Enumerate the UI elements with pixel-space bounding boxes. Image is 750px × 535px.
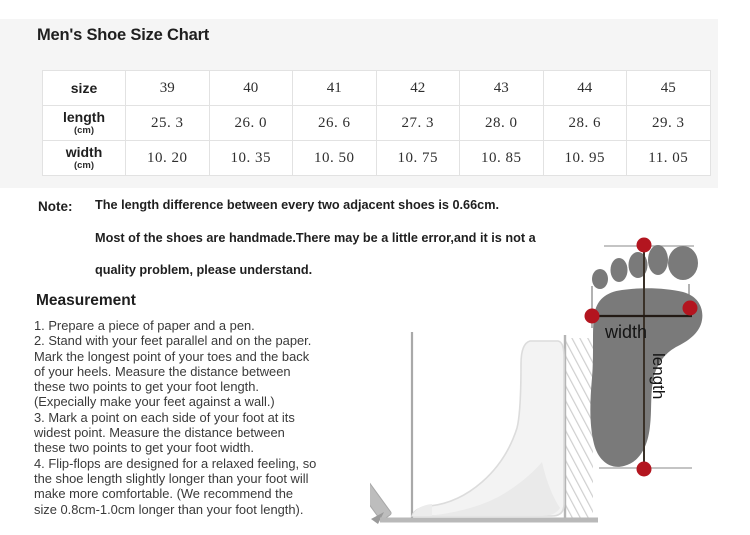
step-line: size 0.8cm-1.0cm longer than your foot l…: [34, 501, 304, 517]
table-cell-size-41: 41: [292, 70, 377, 106]
measurement-heading: Measurement: [36, 292, 136, 309]
step-line: these two points to get your foot width.: [34, 440, 254, 456]
step-line: (Expecially make your feet against a wal…: [34, 394, 275, 410]
step-line: widest point. Measure the distance betwe…: [34, 425, 285, 441]
row-header-size-label: size: [70, 79, 98, 96]
step-line: 1. Prepare a piece of paper and a pen.: [34, 318, 255, 333]
table-cell-width-39: 10. 20: [125, 140, 210, 176]
table-cell-length-41: 26. 6: [292, 105, 377, 141]
toe-5: [592, 269, 608, 289]
cell-text: 43: [493, 80, 509, 96]
row-header-length-unit: (cm): [73, 124, 95, 136]
table-row-length: length (cm) 25. 3 26. 0 26. 6 27. 3 28. …: [42, 105, 711, 141]
table-cell-width-44: 10. 95: [542, 140, 627, 176]
cell-text: 45: [660, 80, 676, 96]
step-line: 3. Mark a point on each side of your foo…: [34, 409, 295, 425]
size-chart-table: size 39 40 41 42 43 44 45 length (cm) 25…: [42, 70, 711, 176]
note-label: Note:: [38, 199, 73, 214]
marker-heel: [636, 461, 652, 477]
table-cell-length-44: 28. 6: [542, 105, 627, 141]
pencil-icon: [370, 475, 392, 524]
step-line: these two points to get your foot length…: [34, 379, 260, 395]
note-text: The length difference between every two …: [95, 199, 655, 297]
marker-toe: [636, 237, 652, 253]
cell-text: 26. 6: [318, 115, 351, 131]
foot-sole-illustration: width length: [584, 237, 703, 477]
row-header-width: width (cm): [42, 140, 126, 176]
table-cell-width-45: 11. 05: [626, 140, 711, 176]
page-title: Men's Shoe Size Chart: [37, 26, 210, 44]
table-cell-size-43: 43: [459, 70, 544, 106]
table-cell-length-40: 26. 0: [208, 105, 293, 141]
cell-text: 25. 3: [151, 115, 184, 131]
cell-text: 26. 0: [234, 115, 267, 131]
table-cell-size-40: 40: [208, 70, 293, 106]
table-cell-width-42: 10. 75: [375, 140, 460, 176]
table-cell-width-41: 10. 50: [292, 140, 377, 176]
row-header-width-label: width: [65, 143, 103, 160]
marker-width-left: [584, 308, 600, 324]
step-line: of your heels. Measure the distance betw…: [34, 363, 291, 379]
cell-text: 10. 85: [481, 150, 522, 166]
table-cell-length-39: 25. 3: [125, 105, 210, 141]
measurement-diagram: Foot length: [370, 228, 750, 535]
width-label: width: [604, 322, 647, 342]
cell-text: 10. 35: [230, 150, 271, 166]
wall-hatching: [563, 335, 593, 520]
cell-text: 10. 75: [397, 150, 438, 166]
cell-text: 42: [410, 80, 426, 96]
cell-text: 10. 50: [314, 150, 355, 166]
cell-text: 40: [243, 80, 259, 96]
row-header-width-unit: (cm): [73, 159, 95, 171]
side-view-foot-illustration: Foot length: [370, 332, 598, 524]
toe-2: [648, 245, 668, 275]
table-cell-size-44: 44: [542, 70, 627, 106]
cell-text: 10. 20: [147, 150, 188, 166]
table-cell-size-39: 39: [125, 70, 210, 106]
step-line: make more comfortable. (We recommend the: [34, 486, 294, 502]
table-cell-length-43: 28. 0: [459, 105, 544, 141]
table-row-width: width (cm) 10. 20 10. 35 10. 50 10. 75 1…: [42, 140, 711, 176]
length-label: length: [649, 353, 668, 399]
toe-4: [610, 258, 628, 282]
row-header-length-label: length: [63, 108, 105, 125]
toe-1-big: [668, 246, 698, 280]
cell-text: 29. 3: [652, 115, 685, 131]
note-line: The length difference between every two …: [95, 198, 500, 212]
table-cell-width-40: 10. 35: [208, 140, 293, 176]
table-cell-size-42: 42: [375, 70, 460, 106]
note-line: Most of the shoes are handmade.There may…: [95, 230, 536, 245]
table-cell-size-45: 45: [626, 70, 711, 106]
step-line: Mark the longest point of your toes and …: [34, 348, 310, 364]
measurement-steps: 1. Prepare a piece of paper and a pen. 2…: [34, 318, 384, 517]
cell-text: 44: [577, 80, 593, 96]
table-row-size: size 39 40 41 42 43 44 45: [42, 70, 711, 106]
cell-text: 11. 05: [648, 150, 689, 166]
cell-text: 10. 95: [564, 150, 605, 166]
cell-text: 27. 3: [401, 115, 434, 131]
cell-text: 28. 6: [568, 115, 601, 131]
note-line: quality problem, please understand.: [95, 263, 313, 278]
step-line: the shoe length slightly longer than you…: [34, 470, 309, 486]
table-cell-width-43: 10. 85: [459, 140, 544, 176]
step-line: 2. Stand with your feet parallel and on …: [34, 333, 312, 349]
toe-3: [628, 252, 648, 278]
foot-side-silhouette: [410, 340, 565, 517]
row-header-size: size: [42, 70, 126, 106]
table-cell-length-45: 29. 3: [626, 105, 711, 141]
marker-width-right: [682, 300, 698, 316]
row-header-length: length (cm): [42, 105, 126, 141]
cell-text: 41: [326, 80, 342, 96]
sole-shape: [590, 288, 703, 467]
cell-text: 39: [159, 80, 175, 96]
step-line: 4. Flip-flops are designed for a relaxed…: [34, 455, 317, 471]
table-cell-length-42: 27. 3: [375, 105, 460, 141]
cell-text: 28. 0: [485, 115, 518, 131]
